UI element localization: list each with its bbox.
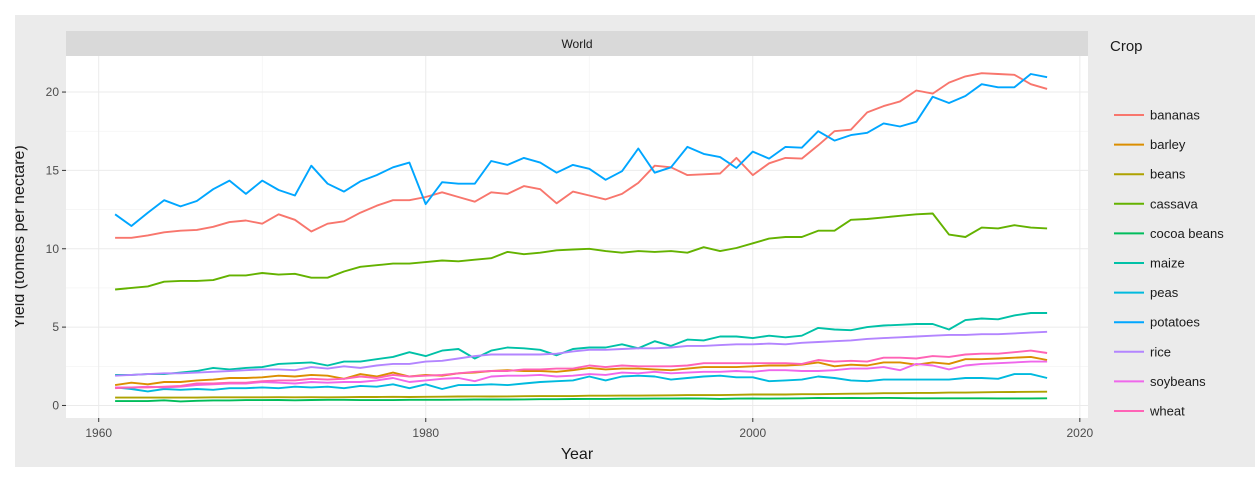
series-line-wheat[interactable] [115,349,1048,390]
legend-label: bananas [1150,108,1200,123]
series-line-maize[interactable] [115,312,1048,376]
y-tick-label: 0 [52,398,59,412]
chart-frame: World 1960 1980 2000 2020 0 5 10 15 20 Year Yie… [15,15,1255,467]
x-tick-label: 1980 [412,426,439,440]
series-line-cassava[interactable] [115,212,1048,291]
x-tick-label: 2000 [739,426,766,440]
y-tick-label: 10 [46,242,60,256]
series-line-soybeans[interactable] [115,360,1048,389]
legend-label: soybeans [1150,374,1206,389]
legend-label: maize [1150,256,1185,271]
x-tick-label: 2020 [1066,426,1093,440]
legend-label: cocoa beans [1150,226,1224,241]
series-line-beans[interactable] [115,390,1048,399]
series-line-peas[interactable] [115,373,1048,393]
series-line-potatoes[interactable] [114,73,1048,227]
legend-label: wheat [1149,404,1185,419]
series-line-barley[interactable] [114,355,1048,387]
legend-label: beans [1150,167,1186,182]
facet-strip [66,31,1088,56]
legend-label: rice [1150,344,1171,359]
series-line-cocoa-beans[interactable] [115,396,1048,403]
facet-label: World [561,37,592,51]
series-line-rice[interactable] [115,330,1048,377]
y-tick-label: 5 [52,320,59,334]
y-tick-label: 20 [46,85,60,99]
plot-panel [66,56,1088,418]
series-line-bananas[interactable] [115,72,1048,239]
y-tick-label: 15 [46,163,60,177]
x-axis-title: Year [561,446,594,463]
legend-label: cassava [1150,196,1198,211]
legend-label: barley [1150,137,1186,152]
legend-label: potatoes [1150,315,1200,330]
line-chart: World 1960 1980 2000 2020 0 5 10 15 20 Year Yie… [15,31,1224,463]
y-axis-title: Yield (tonnes per hectare) [15,145,28,329]
y-axis-ticks: 0 5 10 15 20 [46,85,66,412]
legend-label: peas [1150,285,1179,300]
legend: bananas barley beans cassava cocoa beans maiz… [1114,108,1224,419]
x-axis-ticks: 1960 1980 2000 2020 [85,418,1093,440]
series-lines [114,72,1048,403]
legend-title: Crop [1110,38,1143,55]
x-tick-label: 1960 [85,426,112,440]
